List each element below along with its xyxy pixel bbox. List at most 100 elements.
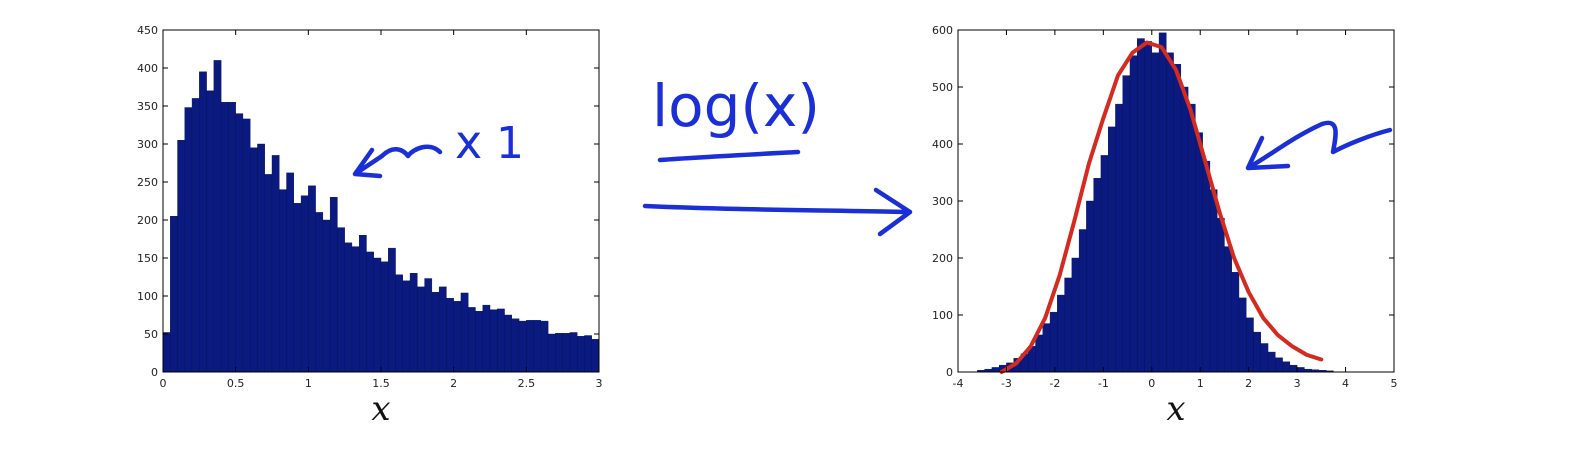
y-tick-label: 200 xyxy=(137,214,158,227)
histogram-bar xyxy=(1151,52,1160,373)
histogram-bar xyxy=(497,308,505,373)
histogram-bar xyxy=(1202,160,1211,373)
histogram-bar xyxy=(1049,311,1058,373)
histogram-bar xyxy=(526,320,534,373)
y-tick-label: 100 xyxy=(932,309,953,322)
histogram-bar xyxy=(446,298,454,373)
histogram-bar xyxy=(1296,367,1305,373)
histogram-bar xyxy=(373,257,382,373)
histogram-bar xyxy=(359,234,367,373)
y-tick-label: 400 xyxy=(932,138,953,151)
x-tick-label: -1 xyxy=(1098,377,1109,390)
histogram-bar xyxy=(1231,272,1240,373)
y-tick-label: 450 xyxy=(137,24,158,37)
y-tick-label: 300 xyxy=(932,195,953,208)
log-histogram-chart: -4 -3 -2 -1 0 1 2 3 4 5 0 100 200 300 400 500 600 x xyxy=(932,24,1398,429)
histogram-bar xyxy=(1195,132,1203,373)
histogram-bar xyxy=(1173,63,1182,373)
histogram-bar xyxy=(424,278,433,373)
histogram-bar xyxy=(991,367,1000,373)
log-transform-label: log(x) xyxy=(652,72,820,140)
x-tick-label: 1.5 xyxy=(372,377,390,390)
y-tick-label: 100 xyxy=(137,290,158,303)
x-tick-label: -4 xyxy=(953,377,964,390)
histogram-bar xyxy=(191,98,200,373)
histogram-bar xyxy=(555,333,563,373)
histogram-bar xyxy=(562,333,571,373)
x-axis-label: x xyxy=(371,389,390,429)
x-tick-label: -2 xyxy=(1049,377,1060,390)
histogram-bar xyxy=(1137,38,1145,373)
histogram-bar xyxy=(409,273,418,373)
histogram-bar xyxy=(322,219,331,373)
histogram-bar xyxy=(249,147,258,373)
histogram-bar xyxy=(431,292,440,373)
histogram-bar xyxy=(402,280,411,373)
histogram-bar xyxy=(366,251,374,373)
histogram-bar xyxy=(482,304,491,373)
y-tick-label: 350 xyxy=(137,100,158,113)
y-tick-label: 400 xyxy=(137,62,158,75)
histogram-bar xyxy=(388,247,396,373)
histogram-bar xyxy=(489,309,498,373)
left-note-arrow-icon xyxy=(352,144,443,179)
histogram-bar xyxy=(395,274,403,373)
histogram-bar xyxy=(220,101,229,373)
x-tick-label: 1 xyxy=(1197,377,1204,390)
histogram-bar xyxy=(518,320,527,373)
x-tick-label: 4 xyxy=(1342,377,1349,390)
histogram-bar xyxy=(460,292,469,373)
histogram-bar xyxy=(380,261,389,373)
histogram-bar xyxy=(511,318,520,373)
raw-histogram-chart: 0 0.5 1 1.5 2 2.5 3 0 50 100 150 200 250 300 350 400 450… xyxy=(137,24,603,429)
histogram-bar xyxy=(271,155,280,373)
histogram-bar xyxy=(279,189,287,373)
histogram-bar xyxy=(417,286,425,373)
histogram-bar xyxy=(228,101,236,373)
histogram-bar xyxy=(584,335,592,373)
histogram-bar xyxy=(1187,103,1196,373)
histogram-bar xyxy=(540,320,549,373)
histogram-bar xyxy=(264,174,273,373)
histogram-bar xyxy=(1275,357,1283,373)
histogram-bar xyxy=(1216,217,1225,373)
histogram-bar xyxy=(453,301,462,373)
y-tick-label: 0 xyxy=(151,366,158,379)
histogram-bar xyxy=(577,336,585,373)
histogram-bar xyxy=(257,143,265,373)
x-tick-label: 0.5 xyxy=(227,377,245,390)
x-tick-label: -3 xyxy=(1001,377,1012,390)
left-note-text: x xyxy=(455,115,482,169)
histogram-bar xyxy=(1180,86,1189,373)
x-tick-label: 0 xyxy=(160,377,167,390)
x-axis-label: x xyxy=(1166,389,1185,429)
histogram-bar xyxy=(1093,177,1102,373)
histogram-bar xyxy=(206,90,215,373)
histogram-bar xyxy=(1238,297,1247,373)
histogram-bar xyxy=(504,314,512,373)
histogram-bar xyxy=(468,307,476,373)
x-tick-label: 2.5 xyxy=(518,377,536,390)
histogram-bar xyxy=(1064,277,1073,373)
histogram-bar xyxy=(337,227,345,373)
histogram-bar xyxy=(1144,41,1152,373)
histogram-bar xyxy=(1224,246,1232,373)
histogram-bar xyxy=(162,332,171,373)
x-tick-label: 1 xyxy=(305,377,312,390)
histogram-bar xyxy=(315,212,324,373)
right-note-annotation xyxy=(1245,120,1393,171)
histogram-bar xyxy=(1267,351,1276,373)
y-tick-label: 300 xyxy=(137,138,158,151)
left-note-subscript: 1 xyxy=(496,118,524,169)
histogram-bar xyxy=(1122,75,1131,373)
histogram-bar xyxy=(1035,334,1043,373)
histogram-bar xyxy=(1129,55,1138,373)
histogram-bar xyxy=(344,242,353,373)
histogram-bar xyxy=(1282,361,1291,373)
histogram-bar xyxy=(329,196,338,373)
histogram-bar xyxy=(1115,103,1123,373)
histogram-bar xyxy=(199,71,207,373)
histogram-bar xyxy=(286,172,294,373)
x-tick-label: 3 xyxy=(1294,377,1301,390)
